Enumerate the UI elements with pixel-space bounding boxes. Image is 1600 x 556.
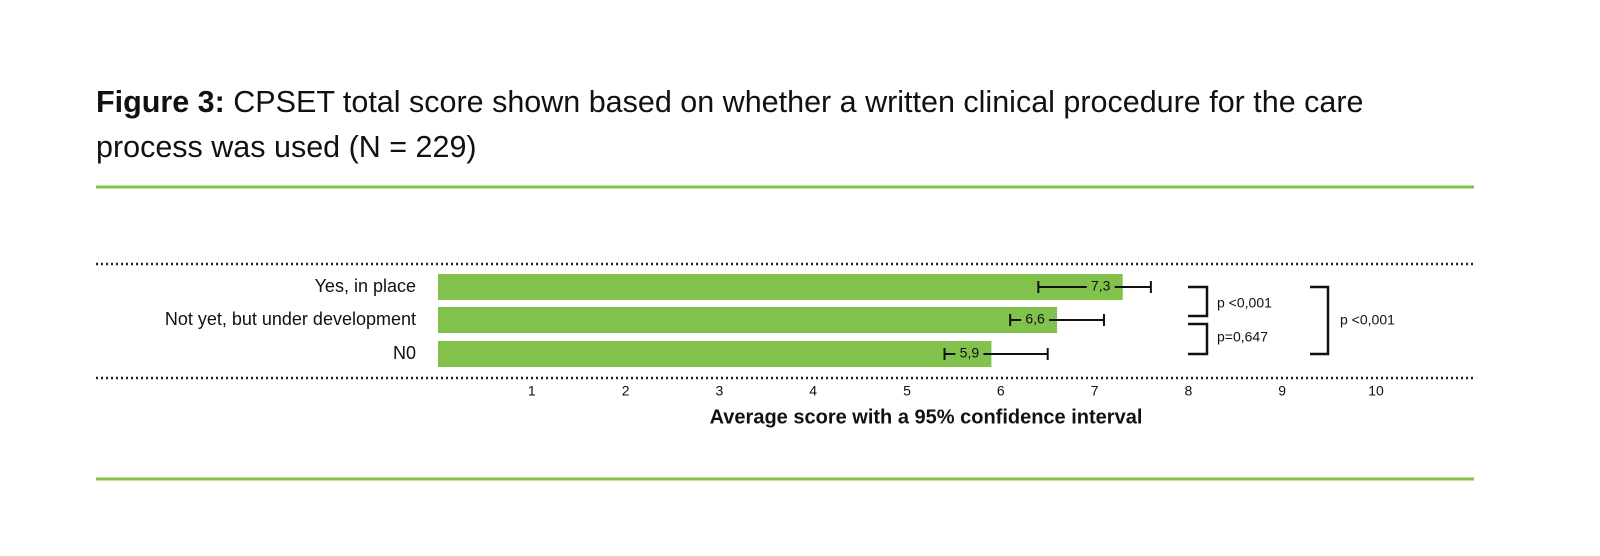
- x-tick-label: 7: [1091, 383, 1099, 399]
- x-tick-label: 9: [1278, 383, 1286, 399]
- bracket: [1310, 285, 1330, 356]
- chart-title: Figure 3: CPSET total score shown based …: [96, 80, 1436, 170]
- p-value: p <0,001: [1217, 295, 1272, 311]
- label-bg: [1021, 311, 1050, 329]
- bracket: [1188, 322, 1209, 356]
- x-tick-label: 4: [809, 383, 817, 399]
- value-label: 7,3: [1091, 278, 1111, 294]
- value-label: 6,6: [1025, 311, 1045, 327]
- x-axis-label: Average score with a 95% confidence inte…: [710, 406, 1143, 428]
- x-tick-label: 10: [1368, 383, 1384, 399]
- bracket: [1188, 285, 1209, 318]
- x-tick-label: 1: [528, 383, 536, 399]
- value-label: 5,9: [960, 345, 980, 361]
- bar: [438, 341, 992, 367]
- p-value: p=0,647: [1217, 329, 1268, 345]
- x-tick-label: 3: [716, 383, 724, 399]
- x-tick-label: 5: [903, 383, 911, 399]
- x-tick-label: 8: [1185, 383, 1193, 399]
- label-bg: [955, 345, 984, 363]
- x-tick-label: 2: [622, 383, 630, 399]
- label-bg: [1086, 278, 1115, 296]
- category-label: Not yet, but under development: [165, 309, 416, 329]
- category-label: N0: [393, 343, 416, 363]
- p-value: p <0,001: [1340, 312, 1395, 328]
- bar: [438, 307, 1058, 333]
- category-label: Yes, in place: [315, 276, 416, 296]
- title-prefix: Figure 3:: [96, 85, 225, 119]
- x-tick-label: 6: [997, 383, 1005, 399]
- title-text: CPSET total score shown based on whether…: [96, 85, 1364, 164]
- bar: [438, 274, 1123, 300]
